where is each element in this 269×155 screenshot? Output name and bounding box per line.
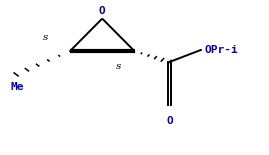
Text: O: O [166,116,173,126]
Text: O: O [99,6,106,16]
Text: OPr-i: OPr-i [204,45,238,55]
Text: s: s [43,33,48,42]
Text: s: s [116,62,121,71]
Text: Me: Me [11,82,24,92]
